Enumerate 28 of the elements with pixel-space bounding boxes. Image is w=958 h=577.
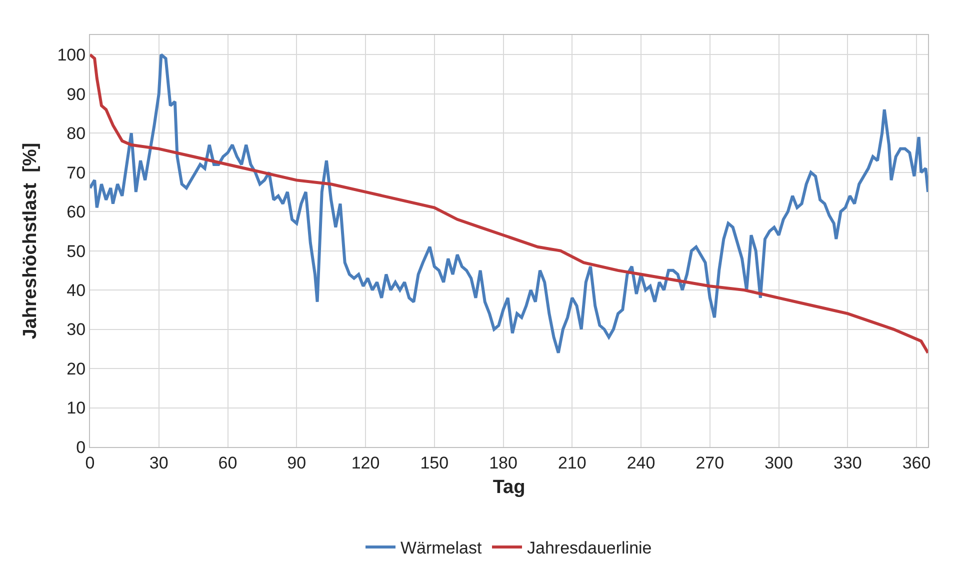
y-tick-label: 70 xyxy=(66,163,86,182)
x-tick-label: 210 xyxy=(558,453,586,472)
x-tick-label: 360 xyxy=(902,453,931,472)
x-tick-label: 330 xyxy=(833,453,862,472)
legend-label: Wärmelast xyxy=(400,538,482,558)
y-tick-label: 90 xyxy=(66,84,86,104)
legend-label: Jahresdauerlinie xyxy=(527,538,652,558)
y-tick-label: 30 xyxy=(66,320,86,340)
y-tick-label: 20 xyxy=(66,359,86,378)
x-tick-label: 120 xyxy=(351,453,380,472)
x-tick-label: 180 xyxy=(489,453,518,472)
y-tick-label: 60 xyxy=(66,202,86,222)
y-tick-label: 0 xyxy=(76,438,86,457)
line-series xyxy=(90,53,928,354)
y-tick-label: 50 xyxy=(66,242,86,261)
x-tick-label: 240 xyxy=(626,453,656,472)
y-tick-label: 40 xyxy=(66,281,86,300)
y-axis-title: Jahreshöchstlast [%] xyxy=(20,142,42,340)
y-tick-label: 10 xyxy=(66,398,86,418)
y-tick-label: 100 xyxy=(57,46,86,65)
y-tick-label: 80 xyxy=(66,124,86,144)
x-tick-label: 150 xyxy=(420,453,449,472)
x-tick-label: 60 xyxy=(218,453,238,472)
x-tick-label: 90 xyxy=(287,453,306,472)
x-tick-label: 300 xyxy=(764,453,793,472)
x-tick-label: 30 xyxy=(149,453,168,472)
x-axis-title: Tag xyxy=(492,477,526,498)
x-tick-label: 270 xyxy=(696,453,724,472)
